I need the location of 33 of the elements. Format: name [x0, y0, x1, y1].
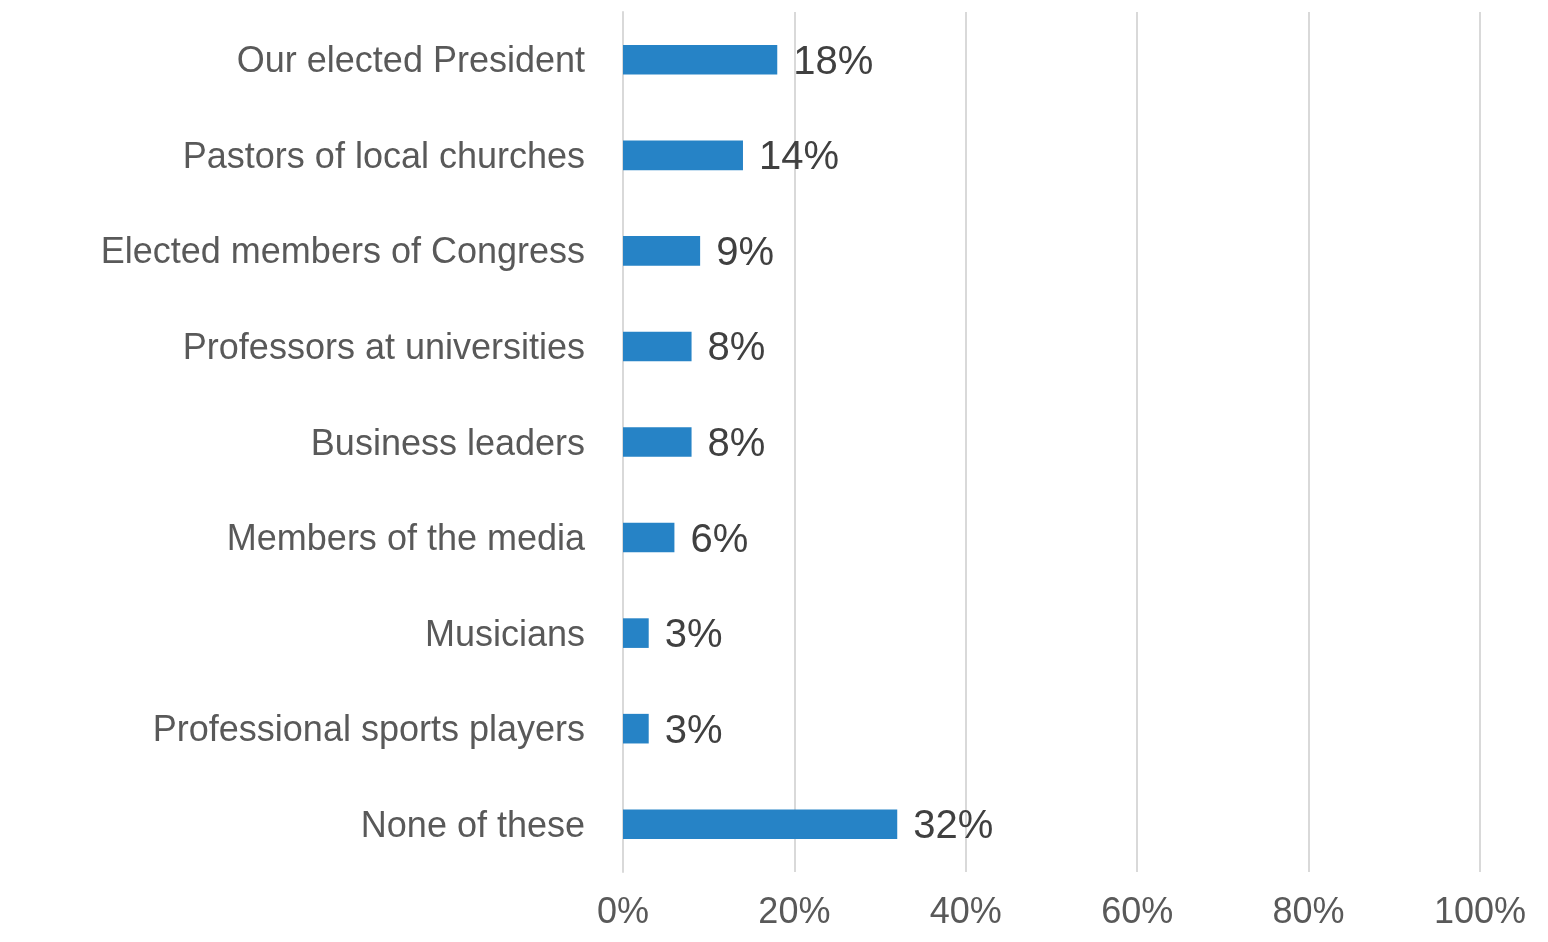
- y-tick-label: Musicians: [424, 612, 585, 654]
- data-label: 3%: [664, 611, 723, 656]
- data-label: 14%: [758, 133, 840, 178]
- x-tick-label: 40%: [929, 889, 1002, 931]
- y-tick-label: Elected members of Congress: [100, 230, 585, 272]
- data-label: 3%: [664, 706, 723, 751]
- y-tick-label: Professors at universities: [182, 325, 585, 367]
- bar: [623, 809, 898, 840]
- data-label: 32%: [913, 802, 994, 847]
- bar: [623, 713, 649, 744]
- bar: [623, 44, 778, 75]
- x-tick-label: 80%: [1272, 889, 1345, 931]
- data-label: 8%: [707, 420, 766, 464]
- y-tick-label: None of these: [360, 803, 585, 845]
- y-tick-label: Business leaders: [310, 421, 585, 463]
- y-tick-label: Members of the media: [226, 517, 586, 559]
- data-label: 8%: [707, 324, 766, 369]
- data-label: 18%: [793, 37, 874, 82]
- bar: [623, 140, 743, 171]
- x-tick-label: 100%: [1433, 889, 1527, 931]
- bar: [623, 522, 675, 553]
- data-label: 9%: [716, 228, 774, 273]
- bar: [623, 618, 649, 648]
- bar: [623, 331, 692, 362]
- y-tick-label: Our elected President: [236, 39, 585, 81]
- y-tick-label: Pastors of local churches: [182, 134, 585, 176]
- data-label: 6%: [690, 515, 749, 560]
- bar: [623, 236, 701, 266]
- x-tick-label: 20%: [758, 889, 831, 931]
- x-tick-label: 0%: [596, 889, 650, 931]
- bar: [623, 427, 692, 457]
- x-tick-label: 60%: [1101, 889, 1174, 931]
- y-tick-label: Professional sports players: [152, 708, 585, 750]
